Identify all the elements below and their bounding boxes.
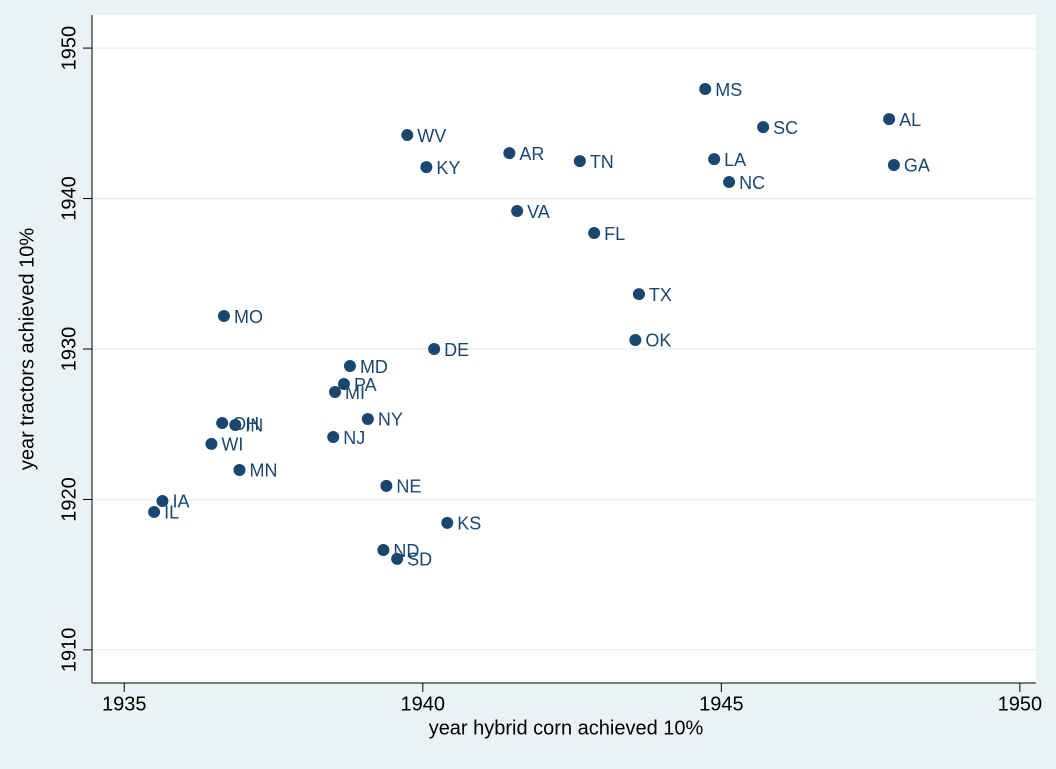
y-tick-label: 1950	[58, 26, 80, 71]
point	[327, 431, 340, 444]
point	[391, 552, 404, 565]
point	[588, 227, 601, 240]
point-label: TN	[590, 152, 614, 172]
point	[757, 121, 770, 134]
y-axis-title: year tractors achieved 10%	[16, 228, 38, 471]
point-label: NC	[739, 173, 765, 193]
point-label: NJ	[343, 428, 365, 448]
point	[708, 153, 721, 166]
point	[229, 418, 242, 431]
point	[441, 516, 454, 529]
point	[217, 310, 230, 323]
x-axis-title: year hybrid corn achieved 10%	[429, 717, 704, 739]
point-label: MO	[234, 307, 263, 327]
point	[233, 463, 246, 476]
point-label: KY	[436, 158, 460, 178]
point-label: NY	[378, 410, 403, 430]
point-label: VA	[527, 202, 550, 222]
y-tick-label: 1910	[58, 628, 80, 673]
point-label: AR	[519, 144, 544, 164]
point	[503, 147, 516, 160]
y-tick-label: 1940	[58, 176, 80, 221]
point-label: MS	[715, 80, 742, 100]
point	[361, 412, 374, 425]
x-tick-label: 1935	[102, 693, 147, 715]
point	[205, 437, 218, 450]
point	[887, 158, 900, 171]
point-label: SC	[773, 118, 798, 138]
point	[723, 176, 736, 188]
point	[428, 343, 441, 355]
point	[343, 360, 356, 373]
point-label: WI	[221, 435, 243, 455]
point	[377, 544, 390, 557]
point-label: MD	[360, 357, 388, 377]
point	[216, 417, 229, 430]
point-label: MI	[345, 383, 365, 403]
point-label: IL	[164, 503, 179, 523]
point	[148, 505, 161, 518]
point	[329, 386, 342, 399]
point-label: AL	[899, 110, 921, 130]
y-tick-label: 1920	[58, 477, 80, 522]
point-label: IA	[172, 492, 189, 512]
point-label: NE	[396, 477, 421, 497]
point	[629, 333, 642, 346]
point	[699, 83, 712, 96]
point	[573, 155, 586, 168]
y-tick-label: 1930	[58, 327, 80, 372]
point-label: MN	[249, 461, 277, 481]
point-label: SD	[407, 550, 432, 570]
point	[401, 129, 414, 142]
x-tick-label: 1940	[401, 693, 446, 715]
point-label: TX	[649, 285, 672, 305]
point	[156, 494, 169, 507]
point-label: PA	[354, 375, 377, 395]
x-tick-label: 1945	[699, 693, 744, 715]
point	[632, 288, 645, 301]
point-label: GA	[904, 156, 930, 176]
point-label: IN	[245, 416, 263, 436]
point-label: OK	[645, 331, 671, 351]
point-label: FL	[604, 224, 625, 244]
point-label: DE	[444, 340, 469, 360]
x-tick-label: 1950	[998, 693, 1043, 715]
point	[337, 378, 350, 391]
point	[511, 205, 524, 218]
point	[420, 161, 433, 174]
point	[883, 113, 896, 126]
point-label: WV	[417, 126, 446, 146]
point-label: LA	[724, 150, 746, 170]
point-label: KS	[457, 514, 481, 534]
point	[380, 479, 393, 492]
